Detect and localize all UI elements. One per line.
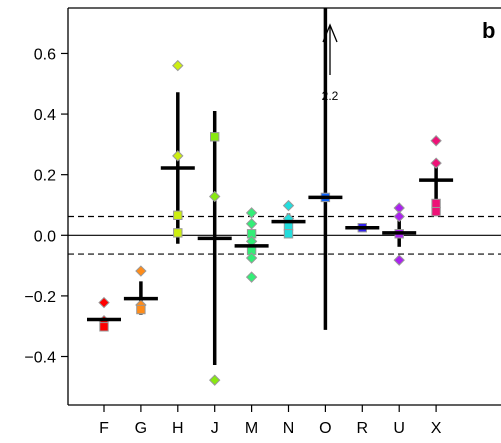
- y-tick-label: −0.2: [24, 289, 56, 306]
- offscale-arrow-head: [322, 23, 338, 43]
- data-point: [393, 210, 405, 223]
- data-point: [431, 206, 441, 217]
- x-tick-label: O: [319, 420, 331, 437]
- group-R: [345, 223, 380, 233]
- x-tick-label: G: [135, 420, 147, 437]
- data-point: [245, 207, 258, 219]
- x-tick-label: X: [431, 420, 442, 437]
- group-O: [308, 8, 343, 330]
- data-point: [173, 210, 183, 220]
- data-point: [393, 254, 405, 266]
- y-tick-label: −0.4: [24, 350, 56, 367]
- offscale-annotation: 2.2: [322, 89, 339, 103]
- data-point: [98, 296, 110, 309]
- data-point: [245, 252, 258, 264]
- data-point: [173, 228, 183, 238]
- data-point: [430, 157, 442, 169]
- data-point: [172, 150, 184, 162]
- data-point: [99, 322, 109, 332]
- data-point: [245, 218, 258, 230]
- x-tick-label: M: [245, 420, 258, 437]
- group-G: [123, 265, 158, 315]
- x-tick-label: J: [211, 420, 219, 437]
- data-point: [431, 198, 441, 209]
- data-point: [210, 132, 220, 142]
- y-tick-label: 0.4: [34, 107, 56, 124]
- x-tick-label: N: [283, 420, 295, 437]
- x-tick-label: R: [357, 420, 369, 437]
- data-point: [282, 199, 295, 212]
- group-X: [419, 135, 454, 217]
- data-point: [208, 190, 221, 203]
- group-H: [160, 59, 195, 244]
- data-point: [283, 229, 294, 239]
- data-point: [136, 304, 146, 315]
- y-tick-label: 0.6: [34, 46, 56, 63]
- chart-marks: [87, 8, 454, 386]
- x-tick-label: U: [393, 420, 405, 437]
- x-tick-label: F: [99, 420, 109, 437]
- group-F: [87, 296, 121, 332]
- panel-label: b: [482, 18, 495, 43]
- data-point: [135, 265, 147, 277]
- group-M: [234, 207, 269, 283]
- y-tick-label: 0.2: [34, 168, 56, 185]
- group-J: [197, 111, 232, 386]
- axes: −0.4 −0.2 0.0 0.2 0.4 0.6 F G H J M N O R U X: [24, 7, 501, 437]
- data-point: [430, 135, 442, 147]
- data-point: [172, 59, 184, 72]
- group-U: [382, 202, 417, 266]
- data-point: [208, 374, 221, 386]
- x-tick-label: H: [172, 420, 184, 437]
- group-N: [271, 199, 306, 239]
- data-point: [245, 271, 258, 283]
- y-tick-label: 0.0: [34, 228, 56, 245]
